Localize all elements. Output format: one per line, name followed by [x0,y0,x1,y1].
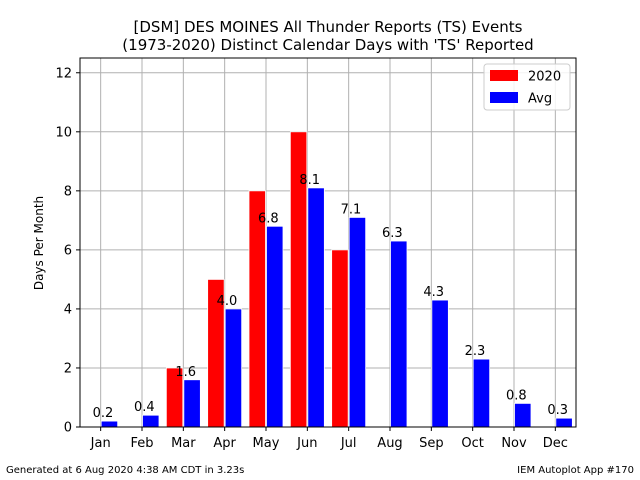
bar-avg [100,420,119,428]
x-tick-label: Nov [501,436,527,451]
x-tick-label: Mar [171,436,196,451]
x-tick-label: Oct [461,436,483,451]
x-tick-label: Jan [90,436,111,451]
chart-title-line2: (1973-2020) Distinct Calendar Days with … [122,36,533,54]
y-tick-label: 2 [64,361,72,376]
x-tick-label: May [253,436,280,451]
y-tick-label: 6 [64,243,72,258]
avg-value-label: 0.8 [506,388,527,403]
x-tick-label: Feb [130,436,153,451]
y-tick-label: 8 [64,184,72,199]
avg-value-label: 0.3 [547,403,568,418]
legend-swatch [490,70,518,81]
y-tick-label: 0 [64,421,72,436]
legend-label: Avg [528,92,552,107]
avg-value-label: 6.3 [382,226,403,241]
bar-avg [183,379,201,428]
bars [100,131,573,428]
legend: 2020 Avg [483,63,571,111]
x-tick-label: Sep [419,436,444,451]
footer-app-text: IEM Autoplot App #170 [517,465,634,476]
y-tick-label: 12 [55,66,72,81]
avg-value-label: 8.1 [299,173,320,188]
x-tick-label: Apr [213,436,236,451]
avg-value-label: 7.1 [341,202,362,217]
chart-title-line1: [DSM] DES MOINES All Thunder Reports (TS… [134,18,523,36]
plot-frame [79,57,577,428]
bar-avg [307,187,325,428]
bar-avg [142,414,160,428]
avg-value-label: 2.3 [465,344,486,359]
bar-avg [472,358,491,428]
x-tick-label: Jul [340,436,357,451]
bar-2020 [331,249,349,428]
legend-swatch [490,92,518,103]
y-tick-label: 4 [64,302,72,317]
avg-value-label: 4.0 [217,294,238,309]
legend-label: 2020 [528,70,561,85]
bar-avg [224,308,243,428]
bar-avg [514,402,532,428]
x-tick-label: Jun [296,436,317,451]
grid-lines [80,58,576,428]
avg-value-label: 1.6 [175,365,196,380]
bar-avg [266,225,284,428]
bar-avg [348,217,367,428]
bar-avg [555,417,573,428]
bar-avg [390,240,408,428]
avg-value-label: 0.4 [134,400,155,415]
value-labels: 0.2 0.4 1.6 4.0 6.8 8.1 7.1 6.3 4.3 2.3 0.8 0.3 [93,173,568,421]
avg-value-label: 6.8 [258,211,279,226]
x-tick-label: Aug [377,436,402,451]
bar-avg [431,299,449,428]
y-axis-label: Days Per Month [32,196,46,290]
x-tick-label: Dec [543,436,568,451]
avg-value-label: 4.3 [423,285,444,300]
axis-ticks: 0 2 4 6 8 10 12 Jan Feb Mar Apr May Jun Jul Aug Sep Oct N… [55,66,567,451]
avg-value-label: 0.2 [93,406,114,421]
y-tick-label: 10 [55,125,72,140]
footer-generated-text: Generated at 6 Aug 2020 4:38 AM CDT in 3… [6,465,245,476]
